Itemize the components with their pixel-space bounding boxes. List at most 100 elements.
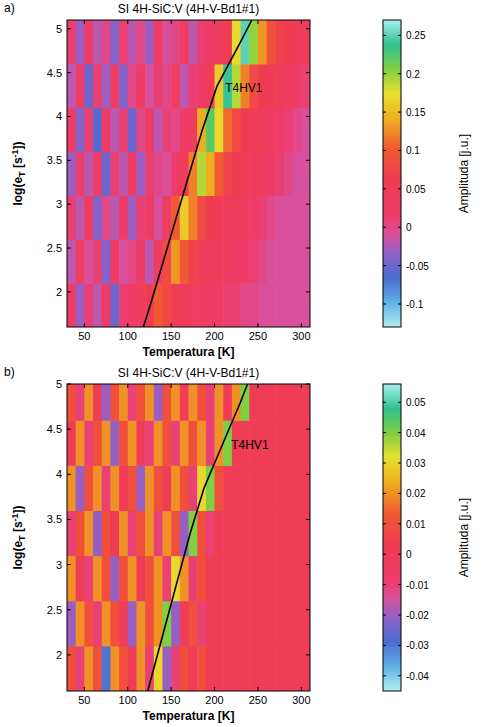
heat-cell [301, 384, 310, 421]
heat-cell [275, 384, 284, 421]
heat-cell [215, 283, 224, 327]
heat-cell [275, 195, 284, 239]
heat-cell [223, 510, 232, 556]
heat-cell [128, 195, 137, 239]
y-tick [67, 654, 71, 655]
heat-cell [197, 510, 206, 556]
heat-cell [301, 556, 310, 602]
heat-cell [275, 601, 284, 647]
x-tick-label: 100 [119, 330, 137, 342]
heat-cell [180, 108, 189, 152]
heat-cell [215, 384, 224, 421]
heat-cell [93, 64, 102, 108]
heat-cell [232, 239, 241, 283]
heat-cell [275, 646, 284, 691]
heat-cell [110, 510, 119, 556]
heat-cell [215, 239, 224, 283]
y-tick-label: 5 [56, 378, 62, 390]
heat-cell [293, 64, 302, 108]
heat-cell [145, 152, 154, 196]
heat-cell [93, 646, 102, 691]
heat-cell [154, 384, 163, 421]
heat-cell [154, 64, 163, 108]
heat-cell [110, 420, 119, 466]
heat-cell [215, 465, 224, 511]
heat-cell [189, 108, 198, 152]
heat-cell [136, 646, 145, 691]
heat-cell [284, 384, 293, 421]
y-tick [306, 204, 310, 205]
title: SI 4H-SiC:V (4H-V-Bd1#1) [118, 2, 259, 16]
heat-cell [145, 556, 154, 602]
heat-cell [284, 646, 293, 691]
y-tick [306, 474, 310, 475]
heat-cell [136, 108, 145, 152]
heat-cell [206, 601, 215, 647]
heat-cell [93, 510, 102, 556]
heat-cell [284, 556, 293, 602]
colorbar-tick [398, 493, 401, 494]
colorbar-tick-label: -0.03 [406, 640, 429, 651]
heat-cell [102, 601, 111, 647]
heat-cell [258, 646, 267, 691]
heat-cell [136, 420, 145, 466]
heat-cell [67, 283, 76, 327]
x-tick-label: 150 [162, 330, 180, 342]
colorbar-tick [383, 73, 386, 74]
heat-cell [84, 20, 93, 64]
heat-cell [249, 283, 258, 327]
heat-cell [119, 646, 128, 691]
heat-cell [76, 556, 85, 602]
heat-cell [162, 420, 171, 466]
heat-cell [293, 20, 302, 64]
x-tick [214, 20, 215, 24]
heat-cell [215, 646, 224, 691]
x-axis-title: Temperatura [K] [143, 345, 235, 359]
heat-cell [154, 556, 163, 602]
heat-cell [171, 420, 180, 466]
heat-cell [76, 152, 85, 196]
heat-cell [119, 283, 128, 327]
heat-cell [93, 465, 102, 511]
heat-cell [232, 152, 241, 196]
heat-cell [249, 556, 258, 602]
colorbar [383, 384, 401, 691]
heat-cell [128, 384, 137, 421]
heat-cell [76, 64, 85, 108]
heat-cell [232, 465, 241, 511]
heat-cell [197, 64, 206, 108]
heat-cell [145, 465, 154, 511]
heat-cell [102, 556, 111, 602]
heat-cell [162, 646, 171, 691]
heat-cell [128, 510, 137, 556]
heat-cell [67, 420, 76, 466]
heat-cell [197, 384, 206, 421]
colorbar-tick [398, 554, 401, 555]
heat-cell [275, 420, 284, 466]
x-tick-label: 50 [78, 694, 90, 706]
heat-cell [206, 420, 215, 466]
colorbar-title: Amplituda [j.u.] [457, 134, 471, 213]
heat-cell [275, 152, 284, 196]
heat-cell [67, 108, 76, 152]
heat-cell [215, 510, 224, 556]
y-axis-title-part: -1 [10, 513, 20, 521]
panel-letter: b) [4, 365, 15, 379]
x-tick [301, 687, 302, 691]
heat-cell [284, 420, 293, 466]
y-tick [306, 609, 310, 610]
heat-cell [162, 283, 171, 327]
heat-cell [102, 646, 111, 691]
x-tick [171, 20, 172, 24]
heat-cell [197, 646, 206, 691]
heat-cell [119, 420, 128, 466]
colorbar-tick [383, 303, 386, 304]
x-tick-label: 200 [205, 330, 223, 342]
heat-cell [301, 283, 310, 327]
heat-cell [76, 239, 85, 283]
heat-cell [171, 465, 180, 511]
heat-cell [145, 108, 154, 152]
heat-cell [284, 20, 293, 64]
heat-cell [284, 195, 293, 239]
heat-cell [284, 108, 293, 152]
